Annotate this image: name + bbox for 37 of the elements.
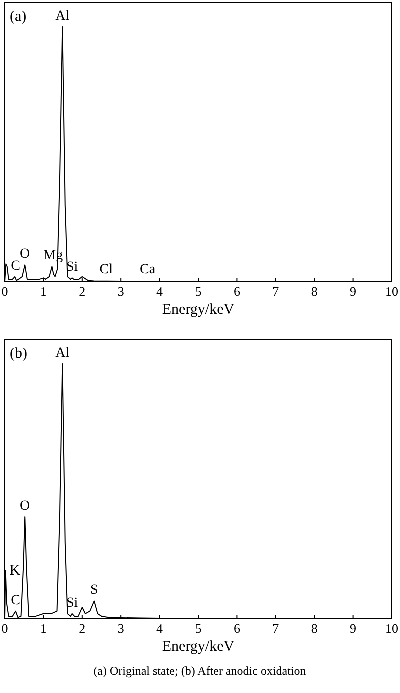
x-tick-label: 9 (350, 621, 357, 636)
annotation: Cl (100, 262, 114, 278)
x-tick-label: 5 (195, 621, 202, 636)
x-tick-label: 1 (40, 284, 47, 299)
x-tick-label: 3 (118, 284, 124, 299)
annotation: Al (56, 346, 70, 361)
x-tick-label: 0 (2, 621, 8, 636)
x-tick-label: 8 (311, 284, 318, 299)
x-axis-title: Energy/keV (162, 302, 235, 318)
x-tick-label: 3 (118, 621, 124, 636)
annotation: O (20, 247, 30, 262)
x-axis-title: Energy/keV (162, 639, 235, 655)
x-tick-label: 8 (311, 621, 318, 636)
annotation: Ca (140, 262, 156, 278)
x-tick-label: 4 (156, 621, 164, 636)
x-tick-label: 1 (40, 621, 47, 636)
x-tick-label: 9 (350, 284, 357, 299)
annotation: C (11, 258, 21, 274)
text: (a) (10, 9, 27, 25)
x-tick-label: 0 (2, 284, 8, 299)
x-tick-label: 6 (234, 621, 241, 636)
annotation: C (11, 593, 21, 608)
x-tick-label: 5 (195, 284, 202, 299)
x-tick-label: 10 (386, 621, 398, 636)
annotation: Al (56, 9, 70, 24)
annotation: S (90, 583, 98, 598)
x-tick-label: 7 (272, 621, 280, 636)
annotation: K (10, 563, 21, 579)
x-tick-label: 6 (234, 284, 241, 299)
annotation: O (20, 499, 30, 514)
x-tick-label: 10 (386, 284, 398, 299)
x-tick-label: 2 (79, 621, 86, 636)
x-tick-label: 7 (272, 284, 280, 299)
x-tick-label: 2 (79, 284, 86, 299)
x-tick-label: 4 (156, 284, 164, 299)
text: (a) Original state; (b) After anodic oxidation (94, 664, 306, 678)
text: (b) (10, 346, 28, 362)
